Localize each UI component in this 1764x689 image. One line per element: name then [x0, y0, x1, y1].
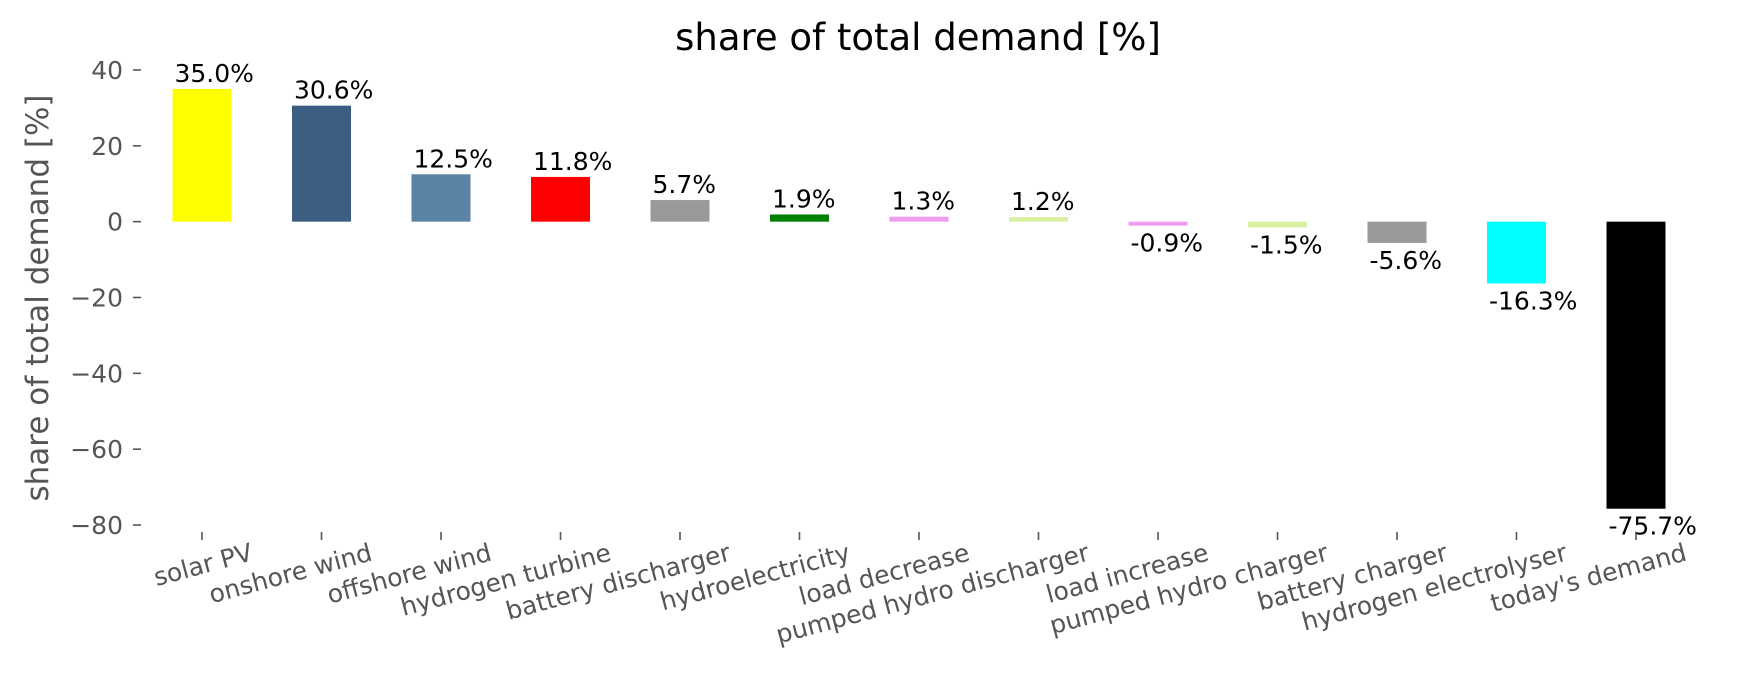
y-axis: 40 20 0 −20 −40 −60 −80 — [70, 56, 141, 540]
data-labels: 35.0% 30.6% 12.5% 11.8% 5.7% 1.9% 1.3% 1.2% -0.9… — [175, 59, 1697, 541]
bar-7 — [889, 216, 949, 222]
bar-2 — [292, 105, 351, 222]
data-label: -5.6% — [1370, 246, 1443, 275]
bar-8 — [1009, 217, 1068, 222]
data-label: -0.9% — [1131, 229, 1204, 258]
bars — [172, 88, 1666, 509]
data-label: -1.5% — [1250, 230, 1323, 259]
data-label: 12.5% — [414, 144, 493, 173]
data-label: 1.3% — [892, 187, 956, 216]
y-tick-label: −60 — [70, 435, 123, 464]
bar-11 — [1367, 221, 1427, 243]
data-label: -75.7% — [1609, 512, 1697, 541]
chart-title: share of total demand [%] — [675, 16, 1161, 59]
data-label: 11.8% — [533, 147, 612, 176]
y-tick-label: 0 — [107, 208, 123, 237]
bar-13 — [1606, 221, 1666, 509]
data-label: 5.7% — [653, 170, 717, 199]
bar-4 — [531, 176, 590, 222]
bar-5 — [650, 200, 710, 222]
y-tick-label: 40 — [91, 56, 123, 85]
bar-6 — [770, 214, 829, 222]
data-label: 1.2% — [1011, 187, 1075, 216]
data-label: 35.0% — [175, 59, 254, 88]
bar-10 — [1248, 221, 1307, 228]
y-tick-label: −20 — [70, 284, 123, 313]
data-label: 30.6% — [294, 76, 373, 105]
bar-3 — [411, 174, 471, 222]
bar-1 — [172, 88, 232, 222]
y-tick-label: −80 — [70, 511, 123, 540]
y-tick-label: 20 — [91, 132, 123, 161]
y-axis-label: share of total demand [%] — [20, 94, 56, 501]
bar-9 — [1128, 221, 1188, 226]
data-label: -16.3% — [1489, 286, 1577, 315]
data-label: 1.9% — [772, 184, 836, 213]
bar-12 — [1487, 221, 1546, 284]
y-tick-label: −40 — [70, 359, 123, 388]
